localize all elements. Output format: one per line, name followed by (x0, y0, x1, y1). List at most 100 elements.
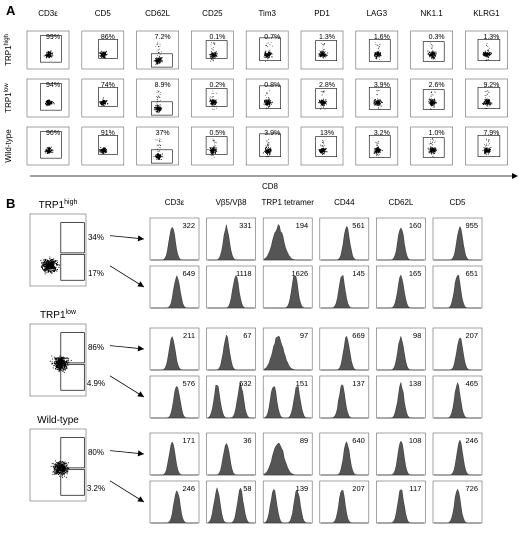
histogram-mfi-value: 465 (465, 379, 478, 388)
histogram-mfi-value: 669 (352, 331, 365, 340)
histogram-mfi-value: 160 (409, 221, 422, 230)
panel-b-dot-plot (29, 323, 87, 397)
panel-a-column-header: CD62L (145, 9, 170, 18)
histogram-mfi-value: 955 (465, 221, 478, 230)
histogram-mfi-value: 139 (296, 484, 309, 493)
panel-a-gate-percent: 1.0% (429, 130, 445, 137)
gate-lower-percent: 3.2% (87, 484, 105, 493)
histogram: 246 (149, 480, 200, 524)
panel-b-column-header: Vβ5/Vβ8 (216, 198, 248, 207)
panel-a-dot-plot: 0.7% (245, 30, 289, 70)
panel-b-column-header: TRP1 tetramer (261, 198, 314, 207)
panel-a-gate-percent: 86% (101, 34, 115, 41)
panel-a-column-header: Tim3 (258, 9, 276, 18)
panel-a-dot-plot: 1.3% (300, 30, 344, 70)
histogram-mfi-value: 322 (182, 221, 195, 230)
panel-a-gate-percent: 7.9% (483, 130, 499, 137)
histogram: 36 (206, 432, 256, 476)
panel-a-gate-percent: 1.3% (319, 34, 335, 41)
panel-a-gate-percent: 8.9% (155, 82, 171, 89)
histogram-mfi-value: 576 (182, 379, 195, 388)
gate-upper-percent: 34% (88, 233, 104, 242)
panel-b-column-header: CD5 (449, 198, 466, 207)
histogram-mfi-value: 36 (243, 436, 251, 445)
histogram-mfi-value: 89 (300, 436, 308, 445)
histogram-mfi-value: 211 (183, 331, 195, 340)
arrow-head-icon (137, 235, 144, 242)
panel-a-gate-percent: 0.5% (209, 130, 225, 137)
arrow-head-icon (137, 281, 144, 287)
histogram: 98 (376, 327, 426, 371)
histogram-mfi-value: 246 (182, 484, 195, 493)
panel-a-column-header: KLRG1 (473, 9, 500, 18)
histogram-mfi-value: 117 (409, 484, 421, 493)
histogram-mfi-value: 97 (300, 331, 308, 340)
panel-a-row-label: TRP1low (4, 83, 13, 113)
panel-a-dot-plot: 7.2% (136, 30, 179, 70)
panel-b-group-label: TRP1high (39, 199, 78, 211)
panel-a-dot-plot: 9.2% (465, 78, 508, 118)
histogram: 108 (376, 432, 426, 476)
histogram: 1626 (262, 265, 313, 309)
panel-b-group-label: TRP1low (40, 309, 77, 321)
panel-a-dot-plot: 3.9% (245, 126, 289, 166)
panel-a-gate-percent: 0.8% (264, 82, 280, 89)
panel-a-gate-percent: 1.3% (483, 34, 499, 41)
histogram-mfi-value: 108 (409, 436, 422, 445)
histogram-mfi-value: 194 (296, 221, 309, 230)
panel-a-gate-percent: 94% (46, 82, 60, 89)
histogram: 89 (262, 432, 313, 476)
histogram: 465 (432, 375, 483, 419)
histogram: 117 (376, 480, 426, 524)
histogram-mfi-value: 207 (465, 331, 478, 340)
panel-a-dot-plot: 7.9% (465, 126, 508, 166)
panel-a-gate-percent: 0.7% (264, 34, 280, 41)
histogram: 331 (206, 217, 256, 261)
panel-b-label: B (6, 196, 15, 211)
arrow-head-icon (137, 496, 144, 502)
histogram-mfi-value: 145 (352, 269, 365, 278)
panel-a-row-label: Wild-type (4, 129, 13, 163)
histogram: 58 (206, 480, 256, 524)
panel-a-gate-percent: 0.1% (209, 34, 225, 41)
histogram-mfi-value: 67 (243, 331, 251, 340)
histogram: 165 (376, 265, 426, 309)
panel-b-group-label: Wild-type (37, 415, 79, 426)
panel-a-gate-percent: 1.6% (374, 34, 390, 41)
histogram-mfi-value: 1118 (236, 269, 252, 278)
panel-a-gate-percent: 2.6% (429, 82, 445, 89)
histogram: 171 (149, 432, 200, 476)
histogram-mfi-value: 246 (465, 436, 478, 445)
histogram: 145 (319, 265, 370, 309)
panel-a-dot-plot: 0.2% (191, 78, 234, 118)
arrow-head-icon (137, 450, 144, 457)
panel-a-gate-percent: 9.2% (483, 82, 499, 89)
panel-a-label: A (6, 3, 16, 18)
panel-a-gate-percent: 7.2% (155, 34, 171, 41)
histogram-mfi-value: 207 (352, 484, 365, 493)
histogram: 137 (319, 375, 370, 419)
panel-a-dot-plot: 0.8% (245, 78, 289, 118)
panel-a-gate-percent: 91% (101, 130, 115, 137)
arrow-head-icon (137, 345, 144, 352)
histogram-mfi-value: 1626 (292, 269, 309, 278)
histogram: 207 (319, 480, 370, 524)
panel-a-dot-plot: 94% (26, 78, 70, 118)
histogram: 151 (262, 375, 313, 419)
panel-a-dot-plot: 3.9% (355, 78, 399, 118)
histogram-mfi-value: 171 (182, 436, 195, 445)
gate-lower-percent: 4.9% (87, 379, 105, 388)
histogram: 160 (376, 217, 426, 261)
histogram: 67 (206, 327, 256, 371)
panel-a-gate-percent: 2.8% (319, 82, 335, 89)
histogram: 640 (319, 432, 370, 476)
panel-b-column-header: CD44 (334, 198, 355, 207)
panel-a-dot-plot: 1.6% (355, 30, 399, 70)
panel-b-column-header: CD3ε (165, 198, 185, 207)
panel-a-column-header: LAG3 (367, 9, 388, 18)
panel-a-gate-percent: 0.2% (209, 82, 225, 89)
histogram: 1118 (206, 265, 256, 309)
histogram: 649 (149, 265, 200, 309)
panel-a-dot-plot: 13% (300, 126, 344, 166)
panel-a-column-header: NK1.1 (420, 9, 443, 18)
